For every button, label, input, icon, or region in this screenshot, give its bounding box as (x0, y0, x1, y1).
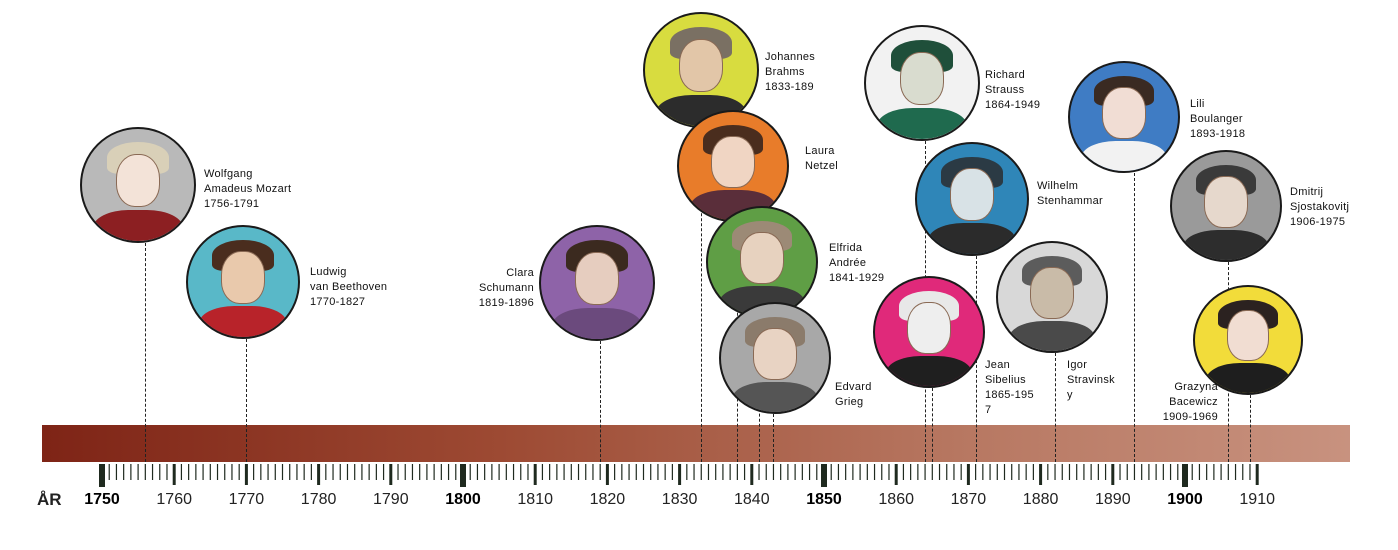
portrait-mozart (80, 127, 196, 243)
year-label: 1770 (228, 491, 265, 508)
timeline-connector-boulanger (1134, 173, 1136, 462)
year-label: 1870 (950, 491, 987, 508)
portrait-andree (706, 206, 818, 318)
year-label: 1890 (1095, 491, 1131, 508)
year-label: 1850 (806, 491, 842, 508)
year-label: 1790 (373, 491, 409, 508)
portrait-body (1205, 363, 1291, 393)
composer-label-grieg: Edvard Grieg (835, 381, 872, 408)
composer-label-andree: Elfrida Andrée 1841-1929 (829, 242, 885, 284)
portrait-face (221, 251, 265, 304)
portrait-face (115, 153, 161, 208)
portrait-face (1030, 266, 1074, 319)
portrait-face (574, 251, 620, 306)
portrait-sibelius (873, 276, 985, 388)
portrait-face (950, 168, 994, 221)
portrait-face (899, 51, 945, 106)
composer-label-stravinsky: Igor Stravinsk y (1067, 359, 1115, 401)
timeline-connector-beethoven (246, 339, 248, 462)
year-label: 1860 (878, 491, 914, 508)
portrait-body (552, 307, 642, 339)
portrait-body (1080, 140, 1168, 171)
portrait-bacewicz (1193, 285, 1303, 395)
portrait-body (199, 306, 287, 337)
composer-label-schumann: Clara Schumann 1819-1896 (478, 267, 534, 309)
year-label: 1800 (445, 491, 481, 508)
portrait-body (928, 223, 1016, 254)
timeline-connector-grieg (773, 414, 775, 462)
portrait-netzel (677, 110, 789, 222)
portrait-beethoven (186, 225, 300, 339)
portrait-face (753, 327, 797, 380)
year-label: 1910 (1239, 491, 1275, 508)
portrait-schumann (539, 225, 655, 341)
year-label: 1840 (734, 491, 770, 508)
composer-label-brahms: Johannes Brahms 1833-189 (765, 51, 816, 93)
year-label: 1900 (1167, 491, 1203, 508)
portrait-stravinsky (996, 241, 1108, 353)
timeline-connector-mozart (145, 243, 147, 462)
portrait-face (711, 135, 755, 188)
composer-label-boulanger: Lili Boulanger 1893-1918 (1190, 98, 1246, 140)
timeline-bar (42, 425, 1350, 462)
portrait-body (885, 355, 973, 386)
composer-label-netzel: Laura Netzel (805, 145, 838, 172)
year-label: 1880 (1022, 491, 1059, 508)
portrait-grieg (719, 302, 831, 414)
year-label: 1820 (589, 491, 626, 508)
composer-label-mozart: Wolfgang Amadeus Mozart 1756-1791 (204, 168, 292, 210)
portrait-shostakovich (1170, 150, 1282, 262)
composer-label-strauss: Richard Strauss 1864-1949 (985, 69, 1041, 111)
portrait-body (1008, 320, 1096, 351)
portrait-body (1182, 229, 1270, 260)
timeline-connector-bacewicz (1249, 395, 1251, 462)
year-label: 1810 (517, 491, 553, 508)
timeline-connector-schumann (600, 341, 602, 462)
year-label: 1780 (300, 491, 337, 508)
timeline-connector-brahms (701, 128, 703, 462)
portrait-body (93, 209, 183, 241)
portrait-body (877, 107, 967, 139)
portrait-face (1226, 310, 1270, 362)
composer-label-beethoven: Ludwig van Beethoven 1770-1827 (310, 266, 388, 308)
year-label: 1830 (661, 491, 698, 508)
portrait-body (731, 381, 819, 412)
timeline-connector-stravinsky (1055, 353, 1057, 462)
timeline-connector-sibelius (932, 388, 934, 462)
composer-label-shostakovich: Dmitrij Sjostakovitj 1906-1975 (1290, 186, 1350, 228)
year-label: 1750 (84, 491, 120, 508)
portrait-face (740, 231, 784, 284)
year-label: 1760 (156, 491, 192, 508)
portrait-face (1204, 175, 1248, 228)
composer-label-sibelius: Jean Sibelius 1865-195 7 (985, 359, 1034, 416)
composer-label-bacewicz: Grazyna Bacewicz 1909-1969 (1162, 381, 1218, 423)
portrait-face (907, 301, 951, 354)
portrait-strauss (864, 25, 980, 141)
axis-prefix: ÅR (37, 490, 62, 509)
composer-label-stenhammar: Wilhelm Stenhammar (1037, 180, 1103, 207)
portrait-face (678, 38, 724, 93)
portrait-stenhammar (915, 142, 1029, 256)
portrait-face (1102, 86, 1146, 139)
portrait-boulanger (1068, 61, 1180, 173)
